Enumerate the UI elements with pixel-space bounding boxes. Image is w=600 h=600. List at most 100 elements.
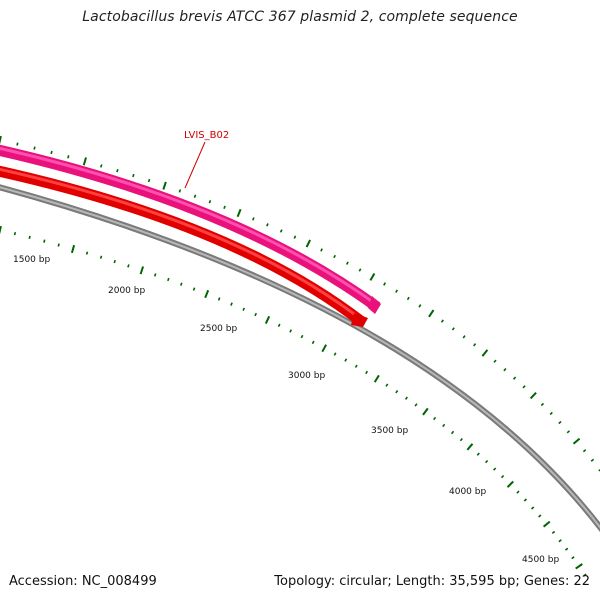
minor-tick xyxy=(442,423,446,428)
minor-tick xyxy=(459,437,463,442)
minor-tick xyxy=(192,287,196,291)
minor-tick xyxy=(85,251,89,255)
minor-tick xyxy=(538,514,542,518)
major-tick xyxy=(575,563,583,570)
major-tick xyxy=(369,272,376,281)
minor-tick xyxy=(418,304,422,308)
major-tick xyxy=(236,208,242,218)
major-tick xyxy=(0,225,2,235)
major-tick xyxy=(506,480,514,488)
minor-tick xyxy=(583,573,587,577)
minor-tick xyxy=(566,430,571,434)
minor-tick xyxy=(433,416,437,421)
minor-tick xyxy=(127,264,130,268)
minor-tick xyxy=(500,475,505,479)
forward-strand-gene[interactable] xyxy=(0,144,381,312)
minor-tick xyxy=(242,307,246,311)
gene-label-lvis-b02[interactable]: LVIS_B02 xyxy=(184,130,229,141)
minor-tick xyxy=(395,389,399,394)
minor-tick xyxy=(277,323,281,328)
minor-tick xyxy=(320,248,323,252)
minor-tick xyxy=(383,282,386,286)
minor-tick xyxy=(57,243,60,247)
minor-tick xyxy=(523,498,528,502)
minor-tick xyxy=(208,200,212,204)
sequence-backbone xyxy=(0,184,600,533)
minor-tick xyxy=(16,142,19,146)
minor-tick xyxy=(116,168,119,173)
minor-tick xyxy=(254,312,258,317)
minor-tick xyxy=(193,194,197,198)
major-tick xyxy=(305,239,311,248)
minor-tick xyxy=(345,261,349,265)
minor-tick xyxy=(354,364,358,368)
minor-tick xyxy=(476,452,480,456)
minor-tick xyxy=(230,302,233,306)
minor-tick xyxy=(503,367,507,372)
gene-label-leader xyxy=(184,141,206,189)
minor-tick xyxy=(333,352,337,356)
reverse-strand-gene[interactable] xyxy=(0,165,366,327)
minor-tick xyxy=(279,229,283,233)
major-tick xyxy=(70,244,76,254)
accession-text: Accession: NC_008499 xyxy=(9,574,157,589)
scale-label-2000: 2000 bp xyxy=(108,286,145,296)
major-tick xyxy=(542,520,551,528)
minor-tick xyxy=(113,259,116,264)
major-tick xyxy=(572,437,581,445)
major-tick xyxy=(466,443,474,451)
scale-label-4500: 4500 bp xyxy=(522,555,559,565)
minor-tick xyxy=(549,411,553,416)
minor-tick xyxy=(440,319,444,323)
minor-tick xyxy=(50,150,53,155)
minor-tick xyxy=(293,235,297,239)
minor-tick xyxy=(179,282,183,286)
minor-tick xyxy=(540,402,545,407)
scale-label-4000: 4000 bp xyxy=(449,487,486,497)
minor-tick xyxy=(551,530,556,534)
scale-label-3000: 3000 bp xyxy=(288,371,325,381)
major-tick xyxy=(422,407,429,416)
major-tick xyxy=(139,266,145,275)
minor-tick xyxy=(598,469,600,472)
minor-tick xyxy=(333,254,337,259)
major-tick xyxy=(321,344,327,353)
minor-tick xyxy=(266,223,269,227)
major-tick xyxy=(204,289,210,299)
major-tick xyxy=(373,374,380,383)
minor-tick xyxy=(132,173,135,178)
minor-tick xyxy=(395,289,398,293)
minor-tick xyxy=(344,358,348,362)
minor-tick xyxy=(493,467,497,471)
minor-tick xyxy=(462,335,466,339)
minor-tick xyxy=(522,385,526,389)
minor-tick xyxy=(365,370,369,375)
scale-label-3500: 3500 bp xyxy=(371,426,408,436)
minor-tick xyxy=(67,155,70,159)
minor-tick xyxy=(473,343,477,347)
minor-tick xyxy=(530,506,535,510)
minor-tick xyxy=(100,164,103,168)
minor-tick xyxy=(414,403,418,407)
minor-tick xyxy=(28,235,31,239)
minor-tick xyxy=(404,396,408,400)
minor-tick xyxy=(571,556,575,560)
minor-tick xyxy=(385,383,389,387)
minor-tick xyxy=(289,329,293,333)
minor-tick xyxy=(153,273,157,277)
major-tick xyxy=(162,181,167,190)
minor-tick xyxy=(33,146,36,150)
minor-tick xyxy=(485,459,489,464)
minor-tick xyxy=(217,297,221,301)
minor-tick xyxy=(252,217,255,221)
minor-tick xyxy=(300,334,304,339)
minor-tick xyxy=(558,420,562,425)
minor-tick xyxy=(311,340,315,345)
forward-gene-arrowhead xyxy=(368,296,381,314)
scale-label-2500: 2500 bp xyxy=(200,324,237,334)
topology-summary: Topology: circular; Length: 35,595 bp; G… xyxy=(274,574,590,589)
minor-tick xyxy=(358,268,362,272)
minor-tick xyxy=(450,430,455,435)
minor-tick xyxy=(564,547,569,551)
inner-tick-ring xyxy=(0,225,587,577)
